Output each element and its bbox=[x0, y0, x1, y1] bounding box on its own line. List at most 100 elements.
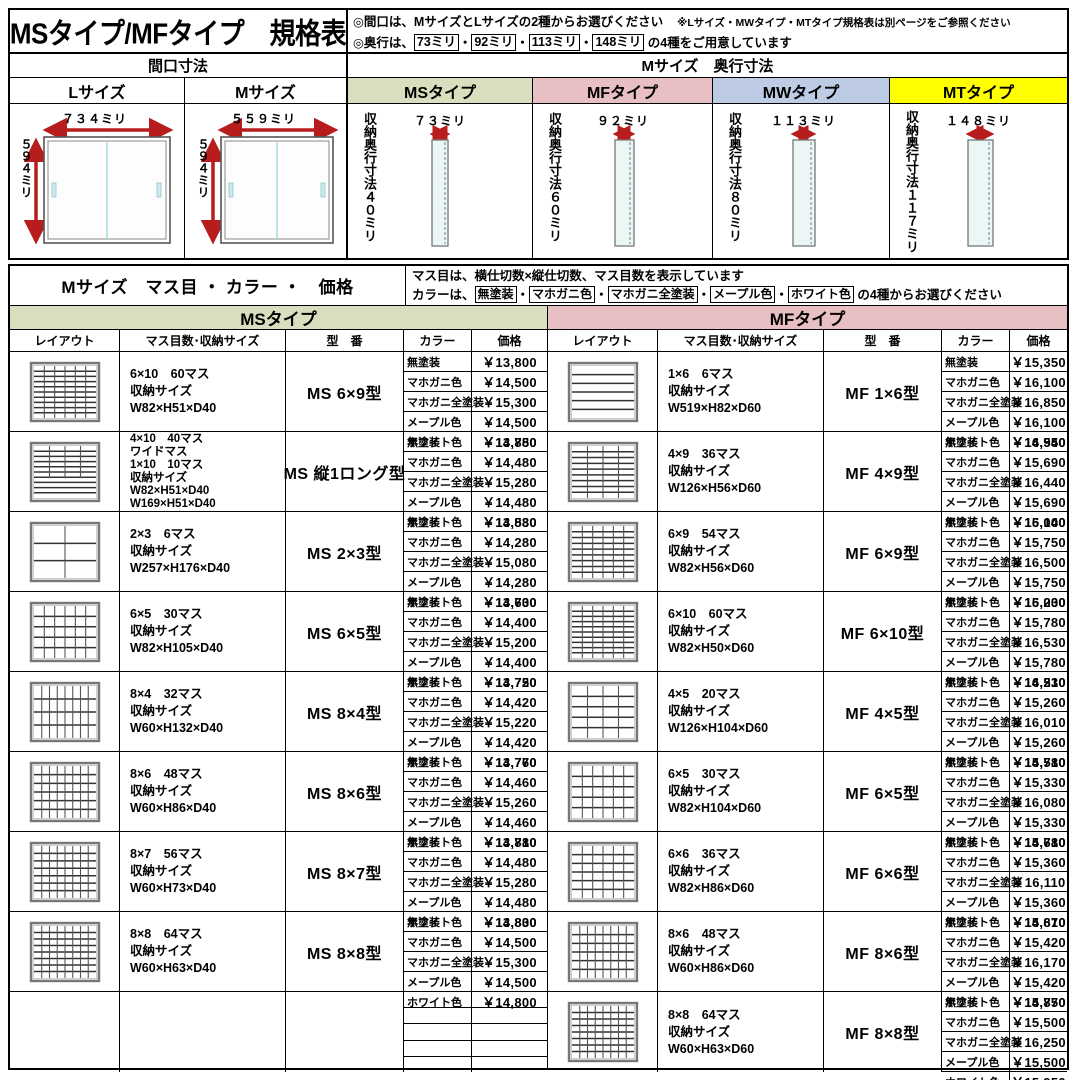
table-row[interactable]: 6×10 60マス 収納サイズ W82×H50×D60 MF 6×10型 無塗装 ￥1… bbox=[548, 592, 1067, 691]
price-row[interactable]: 無塗装 ￥14,670 bbox=[942, 912, 1067, 932]
price-row[interactable]: ホワイト色 ￥14,810 bbox=[404, 832, 547, 851]
price-row[interactable]: マホガニ色 ￥15,690 bbox=[942, 452, 1067, 472]
price-row[interactable]: マホガニ色 ￥14,500 bbox=[404, 932, 547, 952]
price-row[interactable]: ホワイト色 ￥16,140 bbox=[942, 512, 1067, 531]
price-row[interactable]: ホワイト色 ￥14,750 bbox=[404, 672, 547, 691]
price-row[interactable]: マホガニ全塗装 ￥16,170 bbox=[942, 952, 1067, 972]
price-row[interactable]: マホガニ色 ￥14,480 bbox=[404, 452, 547, 472]
price-row[interactable]: マホガニ全塗装 ￥16,250 bbox=[942, 1032, 1067, 1052]
price-row[interactable]: マホガニ全塗装 ￥16,010 bbox=[942, 712, 1067, 732]
price-row[interactable]: 無塗装 ￥14,510 bbox=[942, 672, 1067, 692]
price-row[interactable]: マホガニ全塗装 ￥15,280 bbox=[404, 472, 547, 492]
price-row[interactable]: ホワイト色 ￥15,810 bbox=[942, 912, 1067, 931]
price-row[interactable]: ホワイト色 ￥15,710 bbox=[942, 752, 1067, 771]
price-row[interactable]: マホガニ色 ￥14,280 bbox=[404, 532, 547, 552]
price-row[interactable]: メープル色 ￥14,400 bbox=[404, 652, 547, 672]
price-row[interactable]: 無塗装 ￥15,030 bbox=[942, 592, 1067, 612]
price-row[interactable]: マホガニ色 ￥14,480 bbox=[404, 852, 547, 872]
price-row[interactable]: ホワイト色 ￥14,630 bbox=[404, 592, 547, 611]
table-row[interactable]: 6×5 30マス 収納サイズ W82×H105×D40 MS 6×5型 無塗装 ￥13… bbox=[10, 592, 547, 691]
table-row[interactable]: 4×10 40マス ワイドマス 1×10 10マス 収納サイズ W82×H51×… bbox=[10, 432, 547, 531]
price-row[interactable]: マホガニ色 ￥15,330 bbox=[942, 772, 1067, 792]
price-row[interactable]: メープル色 ￥15,330 bbox=[942, 812, 1067, 832]
price-row[interactable]: 無塗装 ￥14,750 bbox=[942, 992, 1067, 1012]
table-row[interactable]: 6×5 30マス 収納サイズ W82×H104×D60 MF 6×5型 無塗装 ￥14… bbox=[548, 752, 1067, 851]
price-row[interactable]: メープル色 ￥14,500 bbox=[404, 972, 547, 992]
price-row[interactable]: マホガニ全塗装 ￥15,300 bbox=[404, 952, 547, 972]
price-row[interactable] bbox=[404, 1024, 547, 1041]
price-row[interactable]: メープル色 ￥15,750 bbox=[942, 572, 1067, 592]
price-row[interactable]: ホワイト色￥15,950 bbox=[942, 1072, 1067, 1080]
price-row[interactable]: マホガニ色 ￥14,460 bbox=[404, 772, 547, 792]
price-row[interactable]: マホガニ色 ￥15,360 bbox=[942, 852, 1067, 872]
price-row[interactable]: メープル色 ￥15,260 bbox=[942, 732, 1067, 752]
price-row[interactable]: マホガニ色 ￥15,780 bbox=[942, 612, 1067, 632]
price-row[interactable]: マホガニ色 ￥15,420 bbox=[942, 932, 1067, 952]
price-row[interactable]: マホガニ色 ￥15,750 bbox=[942, 532, 1067, 552]
price-row[interactable]: ホワイト色 ￥14,800 bbox=[404, 992, 547, 1011]
table-row[interactable]: 4×5 20マス 収納サイズ W126×H104×D60 MF 4×5型 無塗装 ￥1… bbox=[548, 672, 1067, 771]
price-row[interactable] bbox=[404, 1040, 547, 1057]
price-row[interactable]: マホガニ色 ￥14,420 bbox=[404, 692, 547, 712]
table-row[interactable]: 4×9 36マス 収納サイズ W126×H56×D60 MF 4×9型 無塗装 ￥14… bbox=[548, 432, 1067, 531]
price-row[interactable]: 無塗装 ￥15,000 bbox=[942, 512, 1067, 532]
price-row[interactable]: マホガニ全塗装 ￥15,080 bbox=[404, 552, 547, 572]
price-row[interactable]: マホガニ色 ￥16,100 bbox=[942, 372, 1067, 392]
price-row[interactable]: メープル色 ￥14,460 bbox=[404, 812, 547, 832]
table-row[interactable]: 8×7 56マス 収納サイズ W60×H73×D40 MS 8×7型 無塗装 ￥13,… bbox=[10, 832, 547, 931]
price-row[interactable]: マホガニ全塗装 ￥15,280 bbox=[404, 872, 547, 892]
table-row[interactable]: 8×8 64マス 収納サイズ W60×H63×D60 MF 8×8型 無塗装 ￥14,… bbox=[548, 992, 1067, 1080]
table-row[interactable]: 8×6 48マス 収納サイズ W60×H86×D60 MF 8×6型 無塗装 ￥14,… bbox=[548, 912, 1067, 1011]
price-row[interactable]: 無塗装 ￥13,760 bbox=[404, 752, 547, 772]
price-row[interactable]: メープル色 ￥15,420 bbox=[942, 972, 1067, 992]
price-row[interactable]: メープル色 ￥15,360 bbox=[942, 892, 1067, 912]
price-row[interactable]: 無塗装 ￥15,350 bbox=[942, 352, 1067, 372]
table-row[interactable]: 8×6 48マス 収納サイズ W60×H86×D40 MS 8×6型 無塗装 ￥13,… bbox=[10, 752, 547, 851]
price-row[interactable]: マホガニ色 ￥15,500 bbox=[942, 1012, 1067, 1032]
price-row[interactable]: マホガニ全塗装 ￥15,300 bbox=[404, 392, 547, 412]
price-row[interactable]: 無塗装 ￥13,800 bbox=[404, 912, 547, 932]
price-row[interactable]: 無塗装 ￥14,580 bbox=[942, 752, 1067, 772]
price-row[interactable]: 無塗装 ￥13,800 bbox=[404, 352, 547, 372]
price-row[interactable]: ホワイト色 ￥15,780 bbox=[942, 832, 1067, 851]
price-row[interactable]: マホガニ全塗装 ￥15,260 bbox=[404, 792, 547, 812]
price-row[interactable]: マホガニ全塗装 ￥15,200 bbox=[404, 632, 547, 652]
price-row[interactable]: マホガニ色 ￥14,500 bbox=[404, 372, 547, 392]
price-row[interactable] bbox=[404, 1008, 547, 1025]
price-row[interactable] bbox=[404, 1056, 547, 1073]
price-row[interactable]: 無塗装 ￥13,780 bbox=[404, 832, 547, 852]
price-row[interactable]: メープル色 ￥15,500 bbox=[942, 1052, 1067, 1072]
price-row[interactable]: マホガニ全塗装 ￥16,080 bbox=[942, 792, 1067, 812]
price-row[interactable]: マホガニ色 ￥15,260 bbox=[942, 692, 1067, 712]
price-row[interactable]: メープル色 ￥16,100 bbox=[942, 412, 1067, 432]
table-row[interactable]: 6×9 54マス 収納サイズ W82×H56×D60 MF 6×9型 無塗装 ￥15,… bbox=[548, 512, 1067, 611]
table-row[interactable]: 1×6 6マス 収納サイズ W519×H82×D60 MF 1×6型 無塗装 ￥15,… bbox=[548, 352, 1067, 451]
table-row[interactable] bbox=[10, 992, 547, 1073]
price-row[interactable]: 無塗装 ￥13,700 bbox=[404, 592, 547, 612]
price-row[interactable]: マホガニ色 ￥14,400 bbox=[404, 612, 547, 632]
price-row[interactable]: ホワイト色 ￥16,550 bbox=[942, 432, 1067, 451]
price-row[interactable]: マホガニ全塗装 ￥16,500 bbox=[942, 552, 1067, 572]
price-row[interactable]: 無塗装 ￥14,940 bbox=[942, 432, 1067, 452]
price-row[interactable]: メープル色 ￥14,280 bbox=[404, 572, 547, 592]
price-row[interactable]: ホワイト色 ￥14,830 bbox=[404, 912, 547, 931]
price-row[interactable]: マホガニ全塗装 ￥16,850 bbox=[942, 392, 1067, 412]
table-row[interactable]: 8×8 64マス 収納サイズ W60×H63×D40 MS 8×8型 無塗装 ￥13,… bbox=[10, 912, 547, 1011]
price-row[interactable] bbox=[404, 992, 547, 1009]
price-row[interactable]: メープル色 ￥14,420 bbox=[404, 732, 547, 752]
price-row[interactable]: 無塗装 ￥13,780 bbox=[404, 432, 547, 452]
table-row[interactable]: 6×6 36マス 収納サイズ W82×H86×D60 MF 6×6型 無塗装 ￥14,… bbox=[548, 832, 1067, 931]
price-row[interactable]: マホガニ全塗装 ￥16,110 bbox=[942, 872, 1067, 892]
price-row[interactable]: 無塗装 ￥13,720 bbox=[404, 672, 547, 692]
table-row[interactable]: 6×10 60マス 収納サイズ W82×H51×D40 MS 6×9型 無塗装 ￥13… bbox=[10, 352, 547, 451]
price-row[interactable]: マホガニ全塗装 ￥15,220 bbox=[404, 712, 547, 732]
price-row[interactable]: メープル色 ￥14,500 bbox=[404, 412, 547, 432]
price-row[interactable]: ホワイト色 ￥14,850 bbox=[404, 432, 547, 451]
price-row[interactable]: マホガニ全塗装 ￥16,530 bbox=[942, 632, 1067, 652]
price-row[interactable]: メープル色 ￥15,690 bbox=[942, 492, 1067, 512]
price-row[interactable]: ホワイト色 ￥15,870 bbox=[942, 992, 1067, 1011]
price-row[interactable]: 無塗装 ￥13,580 bbox=[404, 512, 547, 532]
price-row[interactable]: 無塗装 ￥14,610 bbox=[942, 832, 1067, 852]
table-row[interactable]: 8×4 32マス 収納サイズ W60×H132×D40 MS 8×4型 無塗装 ￥13… bbox=[10, 672, 547, 771]
price-row[interactable]: マホガニ全塗装 ￥16,440 bbox=[942, 472, 1067, 492]
